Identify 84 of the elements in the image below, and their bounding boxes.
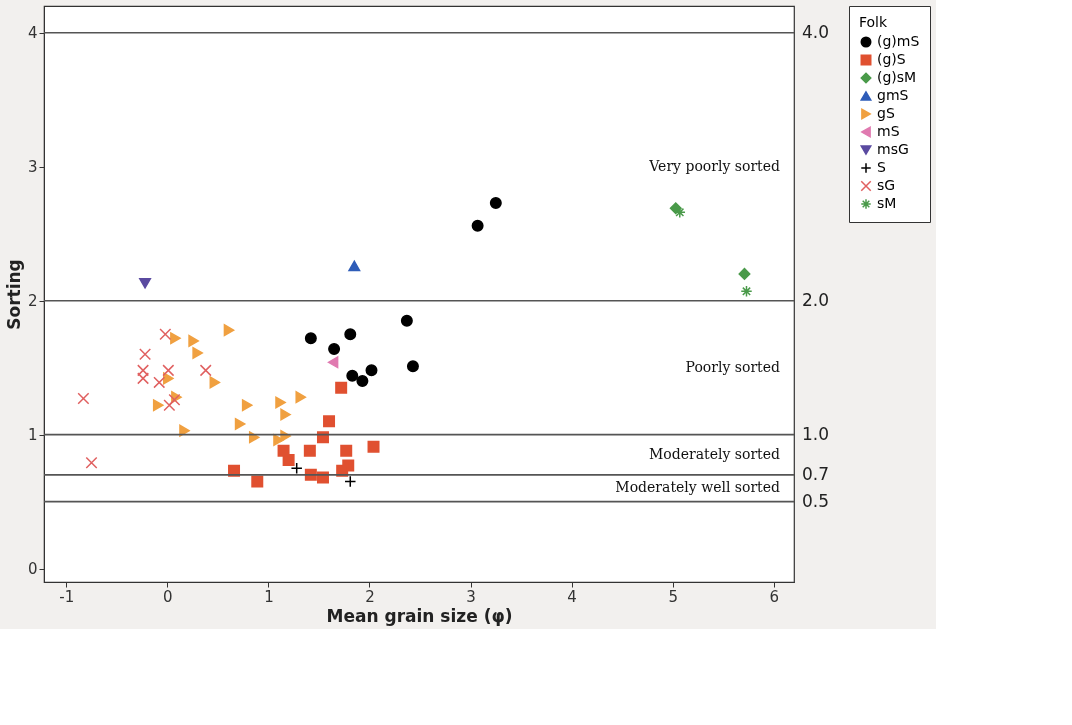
- point: [400, 314, 413, 327]
- point: [251, 475, 264, 488]
- legend-label: S: [877, 159, 886, 175]
- point: [139, 348, 152, 361]
- y-tick-label: 4: [27, 24, 38, 43]
- legend-label: gS: [877, 105, 895, 121]
- point: [137, 364, 150, 377]
- annotation: Moderately sorted: [649, 445, 781, 462]
- ref-line-label: 4.0: [802, 21, 830, 42]
- point: [304, 332, 317, 345]
- point: [740, 285, 753, 298]
- point: [152, 399, 164, 412]
- annotation: Moderately well sorted: [615, 479, 781, 496]
- x-tick-label: 5: [668, 587, 678, 606]
- point: [137, 372, 150, 385]
- y-tick-label: 3: [27, 158, 38, 177]
- legend-title: Folk: [859, 14, 889, 30]
- ref-line-label: 0.5: [802, 490, 830, 511]
- point: [303, 444, 316, 457]
- point: [179, 424, 190, 437]
- y-tick-label: 1: [27, 426, 38, 445]
- point: [223, 324, 235, 337]
- legend-label: sM: [877, 195, 897, 211]
- point: [199, 364, 212, 377]
- point: [159, 328, 172, 341]
- ref-line-label: 0.7: [802, 463, 830, 484]
- point: [280, 408, 291, 421]
- point: [738, 267, 751, 280]
- point: [344, 328, 357, 341]
- x-tick-label: 6: [769, 587, 780, 606]
- y-tick-label: 0: [27, 560, 38, 579]
- annotation: Very poorly sorted: [648, 157, 781, 174]
- ref-line-label: 1.0: [802, 423, 830, 444]
- y-tick-label: 2: [27, 292, 38, 311]
- point: [295, 391, 307, 404]
- point: [335, 381, 348, 394]
- point: [209, 376, 221, 389]
- x-tick-label: 3: [466, 587, 476, 606]
- point: [323, 415, 336, 428]
- point: [282, 454, 295, 467]
- point: [406, 360, 419, 373]
- point: [346, 369, 359, 382]
- point: [188, 334, 199, 347]
- legend-label: sG: [877, 177, 896, 193]
- point: [275, 396, 286, 409]
- point: [328, 342, 341, 355]
- point: [163, 399, 176, 412]
- point: [192, 346, 203, 359]
- point: [77, 392, 90, 405]
- point: [316, 431, 329, 444]
- x-tick-label: 2: [365, 587, 375, 606]
- x-tick-label: -1: [59, 587, 75, 606]
- point: [367, 440, 380, 453]
- x-tick-label: 4: [567, 587, 577, 606]
- annotation: Poorly sorted: [685, 358, 781, 375]
- point: [241, 399, 253, 412]
- point: [471, 219, 484, 232]
- point: [162, 364, 175, 377]
- legend-label: (g)mS: [877, 33, 920, 49]
- ref-line-label: 2.0: [802, 289, 830, 310]
- point: [234, 417, 246, 430]
- legend-label: gmS: [877, 87, 909, 103]
- point: [153, 376, 166, 389]
- x-tick-label: 0: [163, 587, 173, 606]
- legend-label: msG: [877, 141, 909, 157]
- point: [327, 356, 339, 369]
- point: [290, 462, 303, 475]
- point: [85, 456, 98, 469]
- point: [340, 444, 353, 457]
- point: [356, 375, 369, 388]
- x-axis-title: Mean grain size (φ): [326, 605, 513, 626]
- point: [170, 332, 181, 345]
- point: [344, 475, 357, 488]
- legend-label: mS: [877, 123, 900, 139]
- point: [348, 260, 361, 272]
- point: [365, 364, 378, 377]
- point: [163, 372, 174, 385]
- x-tick-label: 1: [264, 587, 274, 606]
- point: [489, 196, 502, 209]
- y-axis-title: Sorting: [3, 259, 24, 330]
- legend-label: (g)S: [877, 51, 906, 67]
- legend-label: (g)sM: [877, 69, 917, 85]
- point: [248, 431, 260, 444]
- point: [139, 277, 152, 289]
